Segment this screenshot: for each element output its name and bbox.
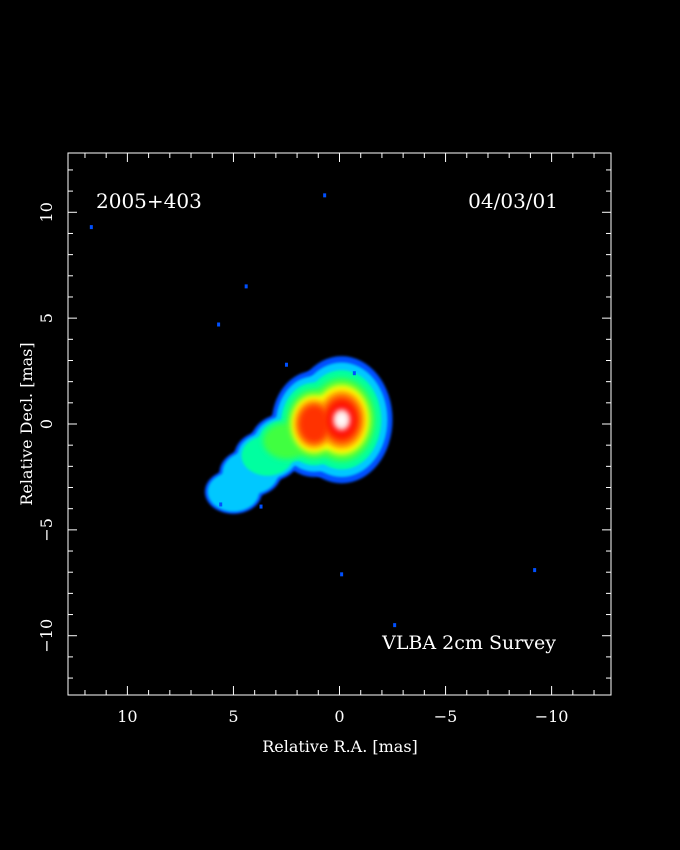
x-tick-label: 5 [228, 707, 238, 726]
y-tick-labels: 10 5 0 −5 −10 [37, 202, 56, 653]
noise-speckle [284, 362, 288, 367]
emission-contour [207, 471, 260, 512]
noise-speckle [340, 572, 344, 577]
survey-label: VLBA 2cm Survey [381, 632, 556, 654]
emission-contour [298, 404, 330, 444]
noise-speckle [533, 568, 537, 573]
observation-date-label: 04/03/01 [468, 189, 558, 213]
y-tick-label: −5 [37, 518, 56, 542]
y-axis-label: Relative Decl. [mas] [17, 342, 36, 505]
noise-speckle [244, 284, 248, 289]
x-tick-label: −10 [535, 707, 569, 726]
noise-speckle [259, 504, 263, 509]
x-tick-label: 0 [334, 707, 344, 726]
axis-ticks [68, 153, 611, 695]
y-tick-label: 10 [37, 202, 56, 222]
x-axis-label: Relative R.A. [mas] [262, 737, 418, 756]
source-name-label: 2005+403 [96, 189, 202, 213]
noise-speckle [393, 623, 397, 628]
intensity-map [89, 193, 537, 628]
x-tick-label: 10 [117, 707, 137, 726]
y-tick-label: 0 [37, 419, 56, 429]
emission-contour [336, 413, 347, 427]
noise-speckle [352, 371, 356, 376]
x-tick-labels: 10 5 0 −5 −10 [117, 707, 568, 726]
noise-speckle [219, 502, 223, 507]
y-tick-label: 5 [37, 313, 56, 323]
noise-speckle [89, 225, 93, 230]
noise-speckle [323, 193, 327, 198]
noise-speckle [217, 322, 221, 327]
y-tick-label: −10 [37, 619, 56, 653]
x-tick-label: −5 [434, 707, 458, 726]
